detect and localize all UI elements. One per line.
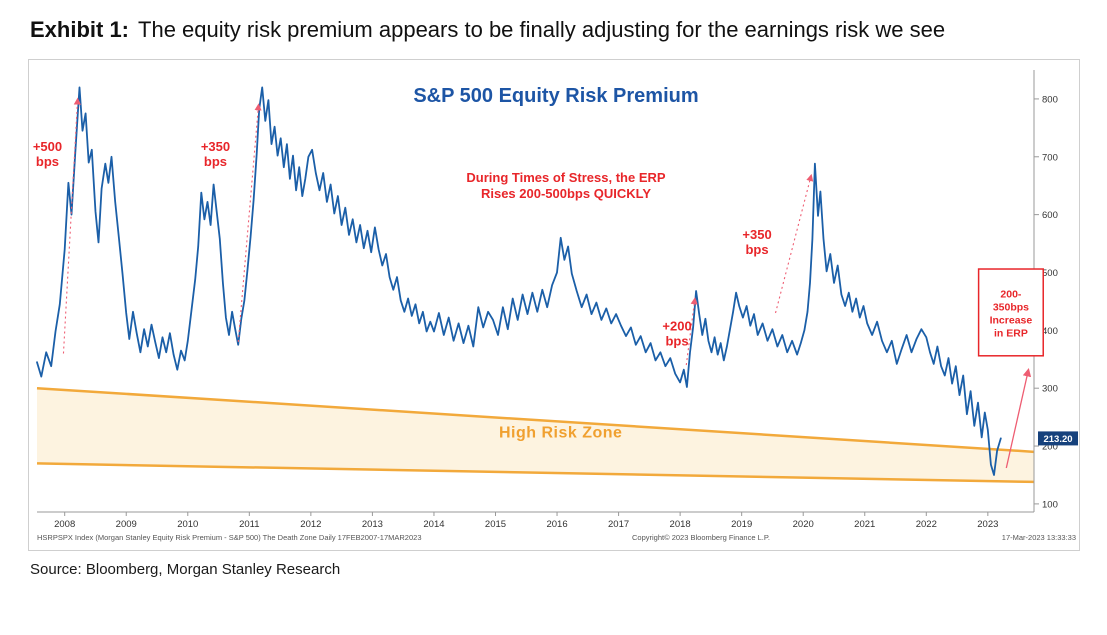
svg-text:200: 200: [1042, 442, 1058, 453]
callout-text: 200-350bps Increase in ERP: [990, 288, 1033, 339]
svg-text:2021: 2021: [854, 519, 875, 530]
high-risk-zone-label: High Risk Zone: [499, 424, 622, 441]
svg-text:2023: 2023: [977, 519, 998, 530]
footer-center: Copyright© 2023 Bloomberg Finance L.P.: [632, 533, 770, 542]
svg-text:2010: 2010: [177, 519, 198, 530]
svg-text:500: 500: [1042, 268, 1058, 279]
high-risk-band: High Risk Zone: [36, 386, 1035, 484]
svg-text:2009: 2009: [116, 519, 137, 530]
bps-annotation-label: +200 bps: [662, 318, 691, 348]
svg-text:2019: 2019: [731, 519, 752, 530]
erp-series-line: [36, 86, 1002, 476]
svg-text:2022: 2022: [916, 519, 937, 530]
svg-text:300: 300: [1042, 384, 1058, 395]
svg-text:800: 800: [1042, 94, 1058, 105]
svg-text:2013: 2013: [362, 519, 383, 530]
bps-annotation-label: +500 bps: [33, 139, 62, 169]
chart-footer: HSRPSPX Index (Morgan Stanley Equity Ris…: [37, 533, 1076, 542]
svg-text:2020: 2020: [793, 519, 814, 530]
chart-frame: High Risk Zone 2008 2009 2010 2011 2012 2013 20…: [28, 59, 1080, 551]
exhibit-title-text: The equity risk premium appears to be fi…: [138, 17, 946, 42]
erp-increase-callout: 200-350bps Increase in ERP: [977, 268, 1044, 469]
svg-text:400: 400: [1042, 326, 1058, 337]
svg-text:700: 700: [1042, 152, 1058, 163]
annotation-arrow: [685, 297, 698, 366]
stress-note: During Times of Stress, the ERP Rises 200…: [466, 170, 665, 201]
bps-annotations: +500 bps +350 bps +200 bps +350 bps: [33, 97, 814, 366]
bps-annotation-label: +350 bps: [742, 227, 771, 257]
svg-text:2011: 2011: [239, 519, 259, 530]
exhibit-heading: Exhibit 1: The equity risk premium appear…: [30, 14, 980, 45]
source-line: Source: Bloomberg, Morgan Stanley Resear…: [30, 561, 341, 578]
svg-text:600: 600: [1042, 210, 1058, 221]
page: Exhibit 1: The equity risk premium appear…: [0, 14, 1107, 578]
svg-text:100: 100: [1042, 499, 1058, 510]
annotation-arrow: [774, 173, 814, 314]
svg-text:2017: 2017: [608, 519, 629, 530]
last-price-badge: 213.20: [1038, 431, 1078, 446]
annotation-arrow: [237, 103, 262, 342]
footer-right: 17-Mar-2023 13:33:33: [1002, 533, 1076, 542]
svg-text:213.20: 213.20: [1043, 434, 1072, 445]
footer-left: HSRPSPX Index (Morgan Stanley Equity Ris…: [37, 533, 422, 542]
exhibit-label: Exhibit 1:: [30, 17, 130, 42]
x-axis: 2008 2009 2010 2011 2012 2013 2014 2015 2016 2017…: [37, 511, 1034, 530]
svg-text:2014: 2014: [423, 519, 444, 530]
svg-text:2012: 2012: [300, 519, 321, 530]
callout-arrow: [1005, 368, 1032, 469]
svg-text:2015: 2015: [485, 519, 506, 530]
bps-annotation-label: +350 bps: [201, 139, 230, 169]
svg-text:2016: 2016: [546, 519, 567, 530]
chart-title: S&P 500 Equity Risk Premium: [413, 85, 698, 107]
svg-text:2008: 2008: [54, 519, 75, 530]
svg-text:2018: 2018: [670, 519, 691, 530]
